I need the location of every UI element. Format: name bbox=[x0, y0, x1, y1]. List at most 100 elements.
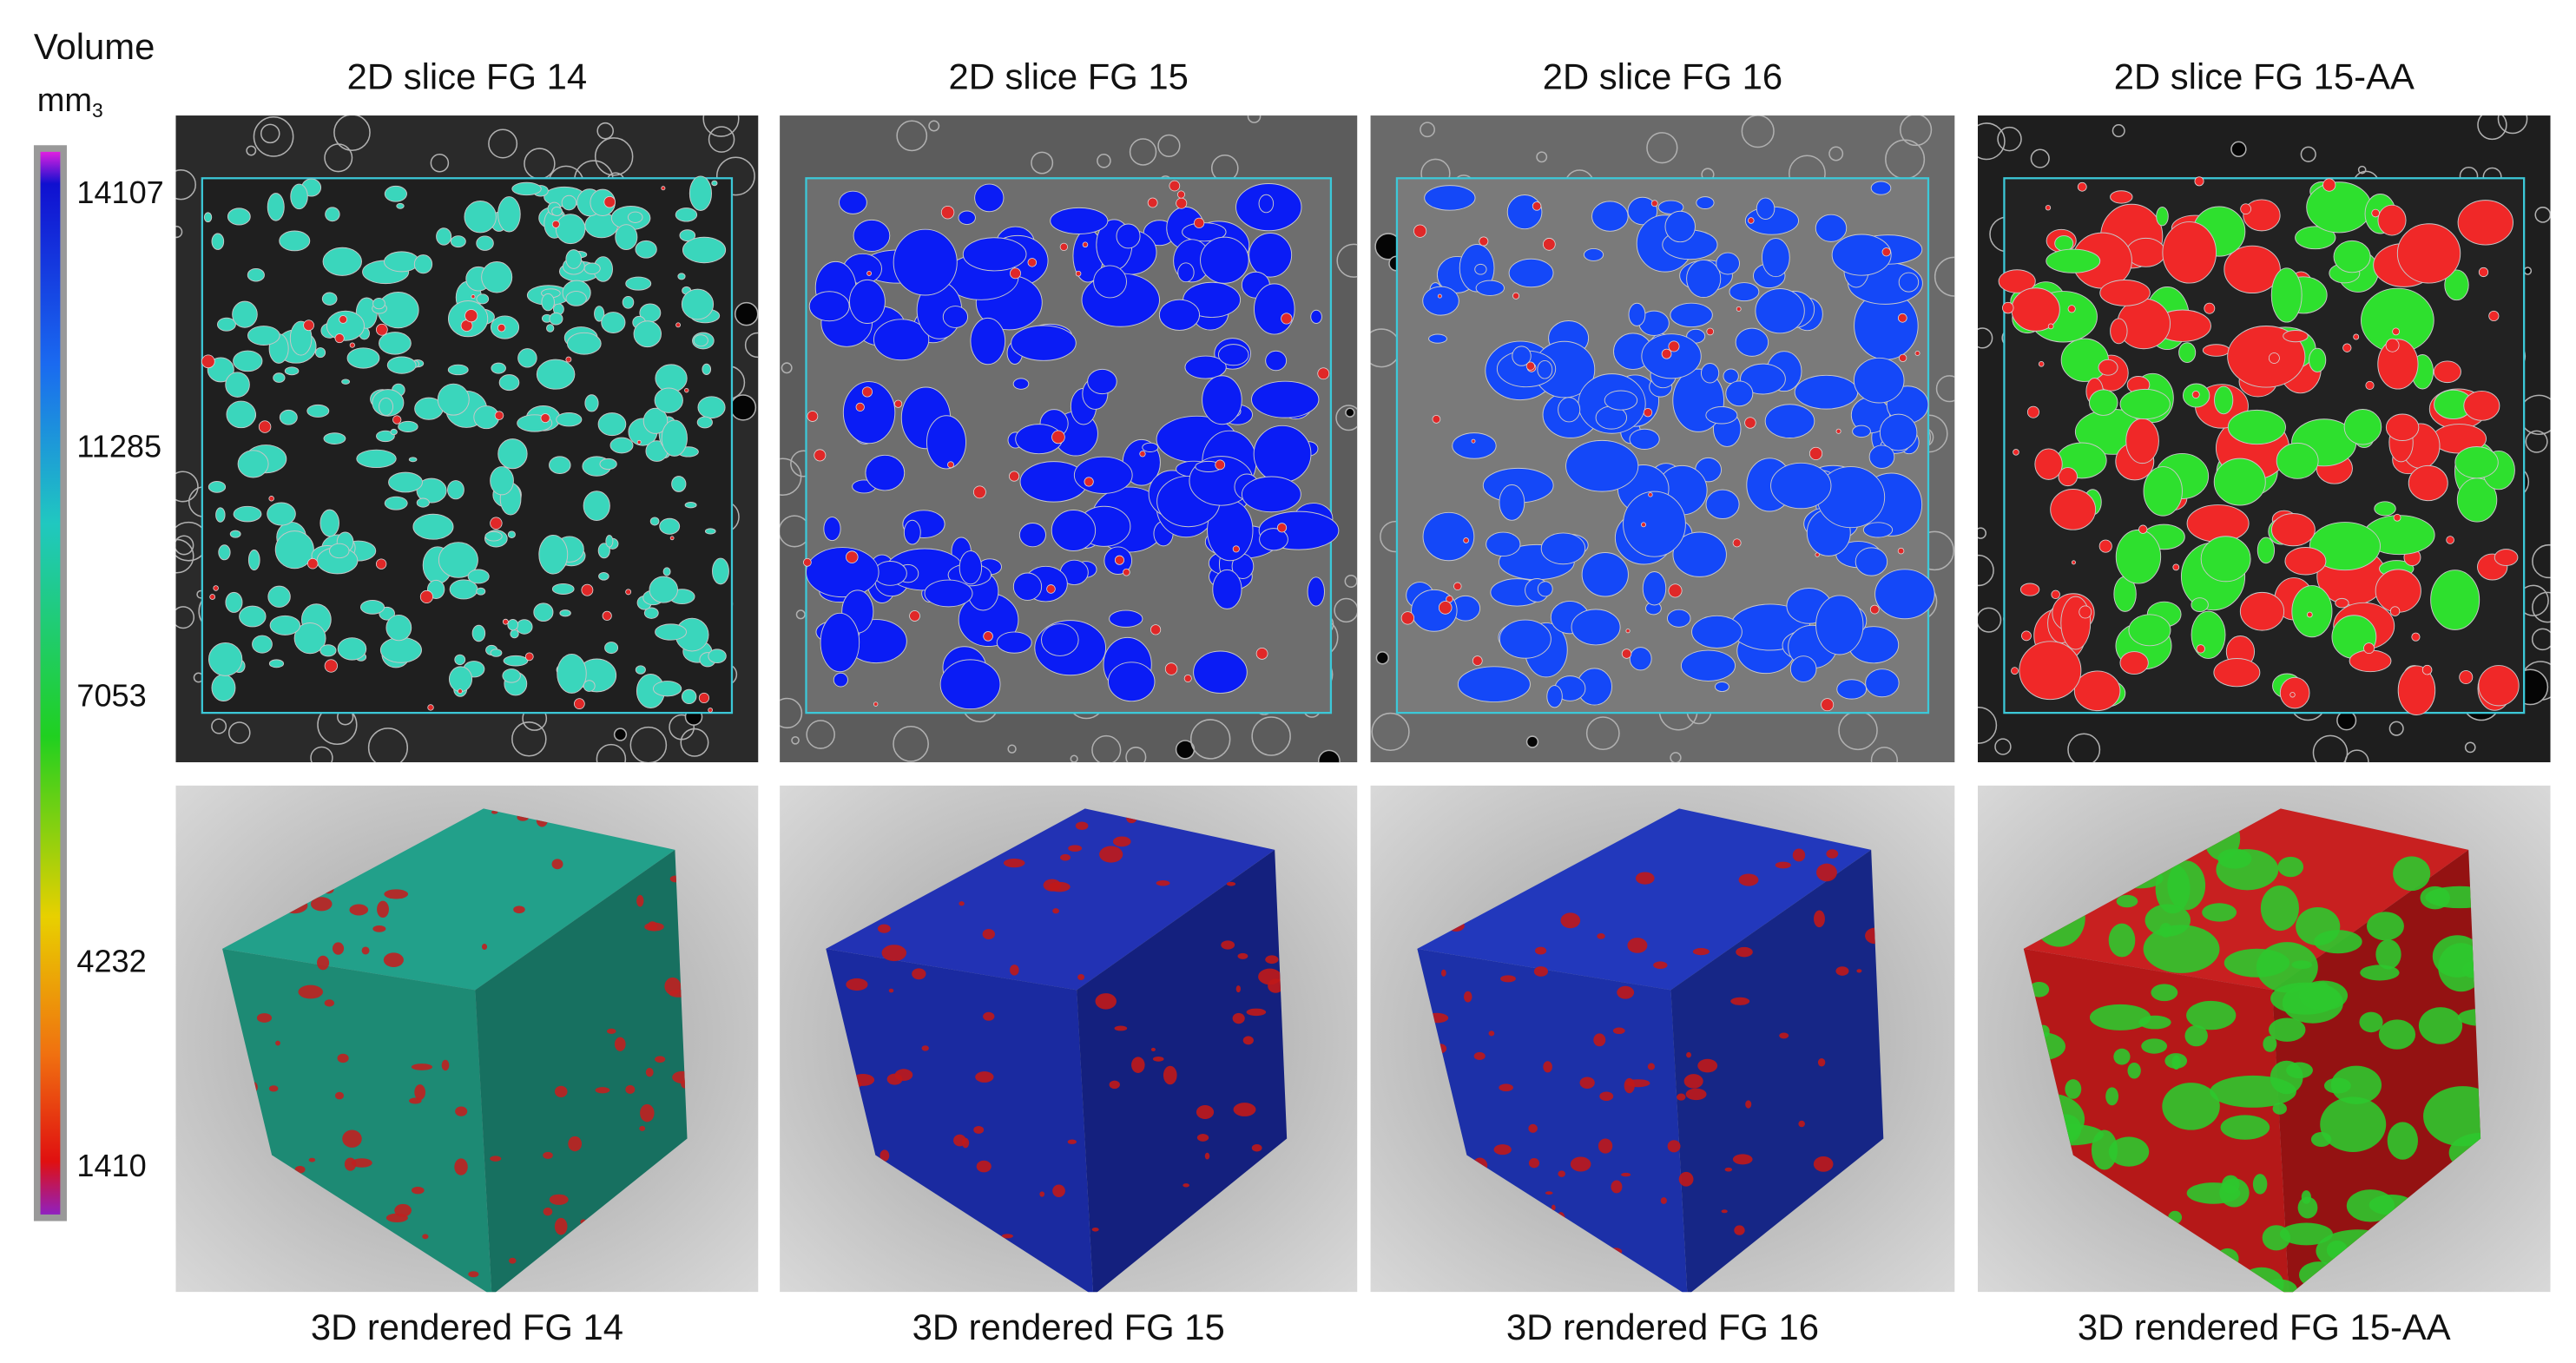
pore bbox=[681, 688, 697, 705]
pore bbox=[225, 591, 243, 613]
background-pore bbox=[669, 714, 695, 741]
small-pore bbox=[1400, 611, 1414, 625]
speckle bbox=[1856, 969, 1862, 973]
speckle bbox=[1667, 1140, 1681, 1153]
background-pore bbox=[613, 728, 628, 741]
background-pore bbox=[1978, 122, 2006, 161]
pore bbox=[635, 665, 646, 675]
small-pore bbox=[2204, 302, 2216, 314]
pore bbox=[2119, 388, 2171, 420]
pore bbox=[497, 438, 528, 470]
pore bbox=[697, 396, 726, 419]
speckle bbox=[640, 1103, 655, 1123]
small-pore bbox=[1668, 340, 1680, 352]
pore bbox=[839, 190, 867, 214]
pore bbox=[2227, 409, 2286, 445]
small-pore bbox=[213, 585, 219, 591]
small-pore bbox=[1668, 583, 1683, 598]
pore bbox=[974, 183, 1005, 213]
background-pore bbox=[2525, 430, 2548, 453]
pore bbox=[1422, 286, 1459, 316]
pore bbox=[1629, 647, 1652, 671]
pore bbox=[1251, 380, 1320, 418]
speckle bbox=[1798, 1120, 1805, 1128]
pore bbox=[1664, 210, 1696, 243]
speckle bbox=[332, 942, 345, 955]
small-pore bbox=[684, 387, 689, 393]
pore bbox=[337, 637, 367, 661]
pore bbox=[708, 649, 727, 664]
pore bbox=[2186, 504, 2250, 543]
speckle bbox=[2457, 1008, 2481, 1027]
speckle bbox=[846, 978, 868, 991]
background-pore bbox=[1031, 151, 1054, 174]
pore bbox=[1411, 589, 1458, 632]
background-pore bbox=[928, 120, 940, 132]
background-pore bbox=[1247, 115, 1262, 123]
pore bbox=[1761, 238, 1790, 278]
background-pore bbox=[175, 471, 199, 503]
speckle bbox=[1816, 863, 1837, 882]
speckle bbox=[1624, 1077, 1635, 1094]
background-pore bbox=[246, 145, 257, 156]
speckle bbox=[1597, 932, 1605, 939]
pore bbox=[684, 502, 697, 509]
pore bbox=[267, 585, 291, 608]
cube-face-top bbox=[2023, 808, 2469, 991]
pore bbox=[1565, 439, 1639, 492]
panel: 2D slice FG 15-AA 3D rendered FG 15-AA bbox=[1978, 56, 2551, 1347]
background-pore bbox=[1091, 734, 1122, 763]
pore bbox=[1093, 265, 1127, 299]
pore bbox=[583, 491, 610, 522]
speckle bbox=[1635, 872, 1655, 885]
speckle bbox=[1579, 1077, 1595, 1090]
pore bbox=[217, 317, 236, 332]
speckle bbox=[1692, 948, 1710, 956]
small-pore bbox=[2098, 539, 2112, 553]
small-pore bbox=[2079, 605, 2092, 619]
small-pore bbox=[1532, 201, 1542, 211]
speckle bbox=[606, 1028, 616, 1034]
pore bbox=[696, 416, 713, 429]
pore bbox=[490, 649, 503, 657]
colorbar-tick-label: 1410 bbox=[76, 1148, 146, 1183]
pore bbox=[2213, 658, 2261, 688]
speckle bbox=[1779, 1032, 1789, 1039]
render-image bbox=[780, 785, 1358, 1293]
pore bbox=[654, 387, 683, 413]
pore bbox=[1499, 619, 1552, 659]
speckle bbox=[1156, 880, 1170, 886]
pore bbox=[1604, 390, 1638, 411]
pore bbox=[385, 614, 412, 642]
pore bbox=[211, 233, 225, 250]
background-pore bbox=[2534, 207, 2551, 223]
speckle bbox=[1721, 1209, 1728, 1214]
small-pore bbox=[708, 708, 713, 713]
background-pore bbox=[735, 301, 759, 326]
small-pore bbox=[1525, 361, 1535, 371]
pore bbox=[2276, 442, 2319, 479]
pore bbox=[503, 655, 529, 667]
small-pore bbox=[2269, 352, 2280, 364]
cube-face-left bbox=[1417, 948, 1688, 1293]
speckle bbox=[1196, 1105, 1215, 1120]
background-pore bbox=[1525, 735, 1539, 748]
pore bbox=[517, 348, 537, 368]
speckle bbox=[1251, 1143, 1262, 1152]
speckle bbox=[1068, 845, 1083, 852]
panel: 2D slice FG 15 3D rendered FG 15 bbox=[780, 56, 1358, 1347]
slice-title: 2D slice FG 15-AA bbox=[2114, 56, 2415, 96]
small-pore bbox=[2051, 589, 2060, 600]
speckle bbox=[1075, 821, 1089, 831]
speckle bbox=[1570, 1156, 1591, 1172]
pore bbox=[970, 317, 1006, 365]
pore bbox=[1259, 528, 1288, 551]
small-pore bbox=[1046, 584, 1056, 594]
small-pore bbox=[573, 698, 585, 709]
pore bbox=[2444, 269, 2469, 301]
pore bbox=[2073, 670, 2121, 712]
speckle bbox=[672, 1070, 688, 1084]
small-pore bbox=[893, 399, 903, 408]
pore bbox=[396, 202, 405, 209]
